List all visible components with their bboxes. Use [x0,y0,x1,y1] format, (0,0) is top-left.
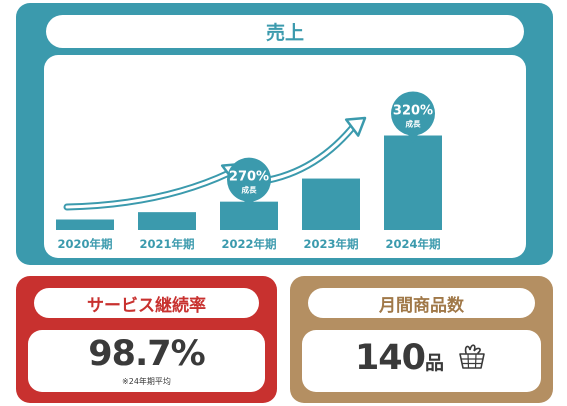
bar-2024年期 [384,135,442,230]
products-title: 月間商品数 [308,288,535,318]
bar-2020年期 [56,219,114,230]
bar-2023年期 [302,178,360,230]
service-value-box: 98.7% ※24年期平均 [28,330,265,392]
service-rate-value: 98.7% [88,334,205,374]
callout-bubble-1 [391,91,435,136]
service-rate-note: ※24年期平均 [122,377,171,386]
bar-2021年期 [138,212,196,230]
x-tick-label: 2024年期 [385,237,440,251]
products-unit: 品 [425,352,445,374]
growth-percent-label: 320% [393,104,433,119]
x-tick-label: 2022年期 [221,237,276,251]
growth-sub-label: 成長 [406,119,421,129]
products-count: 140 [354,338,426,378]
callout-bubble-0 [227,157,271,202]
products-value-box: 140品 [302,330,541,392]
service-title: サービス継続率 [34,288,259,318]
x-tick-label: 2020年期 [57,237,112,251]
vegetable-basket-icon [459,344,485,369]
growth-percent-label: 270% [229,170,269,185]
products-value-line: 140品 [302,338,541,378]
sales-chart: 2020年期 2021年期 2022年期 2023年期 2024年期 270% 成長 320%… [44,55,526,258]
sales-title: 売上 [46,15,524,48]
products-panel: 月間商品数 140品 [290,276,553,403]
growth-arrow-1 [63,162,243,211]
x-tick-label: 2023年期 [303,237,358,251]
service-panel: サービス継続率 98.7% ※24年期平均 [16,276,277,403]
growth-sub-label: 成長 [242,185,257,195]
sales-chart-svg: 2020年期 2021年期 2022年期 2023年期 2024年期270%成長320%… [56,91,442,251]
x-tick-label: 2021年期 [139,237,194,251]
sales-panel: 売上 2020年期 2021年期 2022年期 2023年期 2024年期 270% 成長 3… [16,3,553,265]
